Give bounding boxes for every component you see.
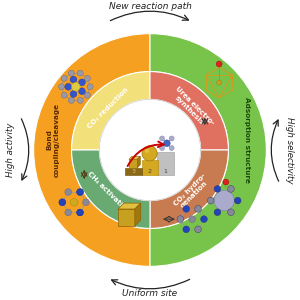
- Circle shape: [85, 92, 90, 98]
- Polygon shape: [118, 203, 141, 209]
- Circle shape: [234, 197, 241, 204]
- Circle shape: [160, 146, 165, 151]
- Circle shape: [59, 199, 66, 206]
- Circle shape: [228, 209, 234, 216]
- Circle shape: [65, 209, 72, 216]
- Circle shape: [223, 179, 229, 185]
- Text: High selectivity: High selectivity: [285, 117, 294, 183]
- Circle shape: [68, 98, 74, 103]
- Text: Adsorption structure: Adsorption structure: [244, 97, 250, 183]
- Circle shape: [183, 206, 190, 212]
- Circle shape: [79, 79, 85, 86]
- Text: 1: 1: [163, 169, 167, 174]
- Circle shape: [169, 146, 174, 151]
- Text: 2: 2: [148, 169, 152, 174]
- Circle shape: [214, 190, 234, 211]
- Text: High activity: High activity: [6, 123, 15, 177]
- Circle shape: [77, 70, 83, 76]
- Circle shape: [214, 209, 221, 216]
- Circle shape: [201, 216, 207, 223]
- Circle shape: [207, 197, 214, 204]
- Wedge shape: [150, 150, 228, 228]
- Circle shape: [142, 146, 157, 161]
- Wedge shape: [72, 72, 150, 150]
- Text: Bond
coupling/cleavage: Bond coupling/cleavage: [46, 103, 59, 177]
- Polygon shape: [137, 156, 140, 168]
- Circle shape: [77, 189, 83, 195]
- Text: Uniform site: Uniform site: [122, 289, 178, 298]
- Circle shape: [214, 185, 221, 192]
- Circle shape: [145, 149, 149, 153]
- Circle shape: [58, 84, 64, 90]
- Text: CO₂ hydro-
genation: CO₂ hydro- genation: [172, 172, 212, 212]
- FancyBboxPatch shape: [129, 159, 137, 168]
- FancyBboxPatch shape: [125, 168, 142, 175]
- Circle shape: [82, 199, 89, 206]
- Circle shape: [164, 140, 170, 147]
- Circle shape: [217, 80, 222, 85]
- Circle shape: [61, 92, 67, 98]
- Circle shape: [70, 91, 77, 98]
- Polygon shape: [135, 203, 141, 226]
- Circle shape: [87, 84, 93, 90]
- Text: New reaction path: New reaction path: [109, 2, 191, 11]
- Text: CO₂ reduction: CO₂ reduction: [86, 86, 130, 130]
- Circle shape: [183, 226, 190, 233]
- Circle shape: [216, 61, 222, 67]
- Circle shape: [59, 199, 66, 206]
- Circle shape: [189, 216, 196, 223]
- Text: 3: 3: [131, 169, 135, 174]
- Wedge shape: [34, 34, 150, 266]
- Circle shape: [195, 206, 201, 212]
- Text: Urea electro-
synthesis: Urea electro- synthesis: [169, 85, 215, 131]
- Circle shape: [61, 75, 67, 81]
- FancyBboxPatch shape: [142, 160, 158, 175]
- Wedge shape: [150, 72, 228, 150]
- Circle shape: [77, 98, 83, 103]
- Circle shape: [177, 216, 184, 223]
- Circle shape: [70, 76, 77, 83]
- FancyBboxPatch shape: [157, 152, 174, 175]
- FancyBboxPatch shape: [118, 209, 135, 226]
- Circle shape: [99, 99, 201, 201]
- Wedge shape: [150, 34, 266, 266]
- Circle shape: [228, 185, 234, 192]
- Circle shape: [68, 70, 74, 76]
- Circle shape: [79, 88, 85, 94]
- Circle shape: [65, 83, 72, 90]
- Circle shape: [85, 75, 90, 81]
- Circle shape: [77, 209, 83, 216]
- Circle shape: [72, 82, 80, 91]
- Circle shape: [169, 136, 174, 141]
- Polygon shape: [129, 156, 140, 159]
- Circle shape: [160, 136, 165, 141]
- Wedge shape: [72, 150, 150, 228]
- Circle shape: [195, 226, 201, 233]
- Circle shape: [77, 189, 83, 195]
- Circle shape: [70, 199, 78, 206]
- Circle shape: [77, 209, 83, 216]
- Text: CH₄ activation: CH₄ activation: [86, 170, 130, 214]
- Circle shape: [65, 189, 72, 195]
